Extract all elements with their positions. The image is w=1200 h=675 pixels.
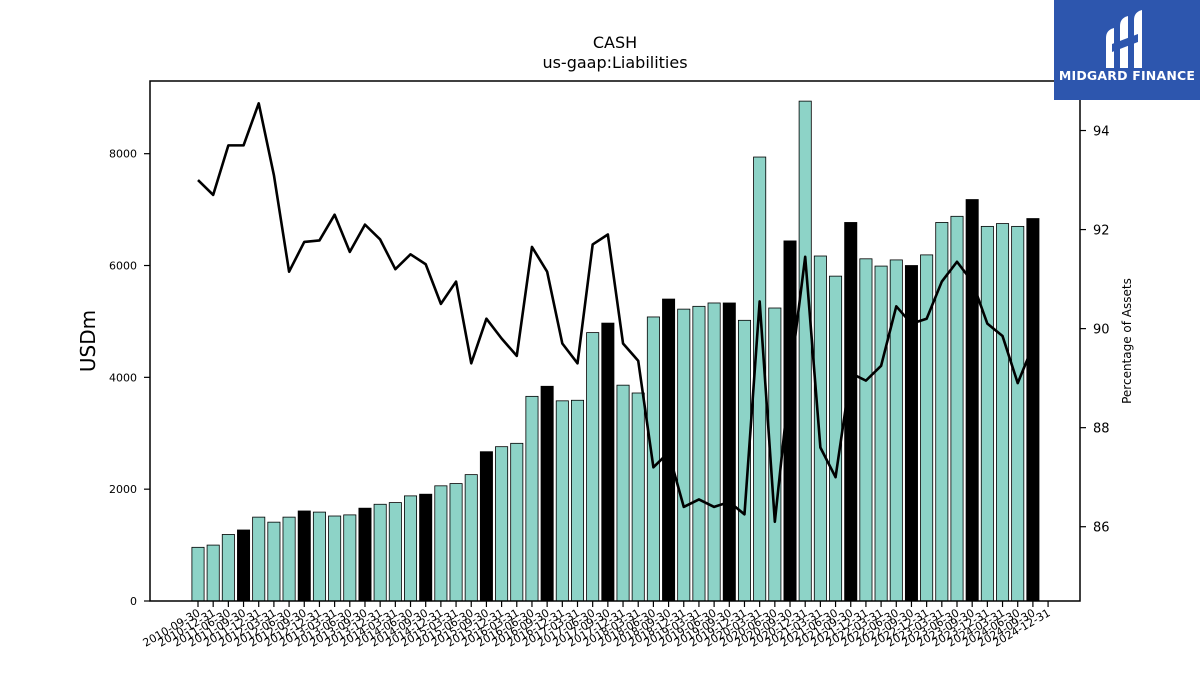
bar (404, 495, 418, 602)
bar (677, 308, 691, 602)
bar (343, 514, 357, 602)
bar (662, 298, 676, 602)
bar (510, 442, 524, 602)
bar (297, 510, 311, 602)
y-tick-label: 2000 (109, 483, 137, 496)
bar (388, 502, 402, 602)
bar (586, 332, 600, 602)
bar (479, 451, 493, 602)
bar (965, 199, 979, 602)
y-tick-label: 8000 (109, 148, 137, 161)
y-right-tick-label: 86 (1093, 521, 1110, 536)
bar (950, 215, 964, 602)
bar (1026, 218, 1040, 602)
bar (571, 399, 585, 602)
bar (904, 265, 918, 602)
bar (859, 258, 873, 602)
bar (692, 305, 706, 602)
bar (798, 100, 812, 602)
bar (980, 225, 994, 602)
y-axis-label: USDm (76, 310, 100, 372)
y-right-tick-label: 94 (1093, 125, 1110, 140)
bar (555, 400, 569, 602)
y-axis-right-label: Percentage of Assets (1120, 278, 1134, 404)
bar (601, 322, 615, 602)
bar (373, 503, 387, 602)
bar (419, 493, 433, 602)
bar (312, 511, 326, 602)
percentage-line (197, 101, 1035, 524)
logo-mark-icon (1106, 10, 1142, 68)
bar (206, 544, 220, 602)
chart-title: CASH (593, 33, 637, 52)
bar (282, 516, 296, 602)
bar (525, 395, 539, 602)
y-tick-label: 0 (130, 595, 137, 608)
y-right-tick-label: 90 (1093, 323, 1110, 338)
x-axis: 2010-09-302010-12-312011-06-302011-09-30… (141, 601, 1053, 650)
bar (631, 392, 645, 602)
bar (252, 516, 266, 602)
bar (707, 302, 721, 602)
logo-text: MIDGARD FINANCE (1058, 68, 1196, 83)
y-tick-label: 4000 (109, 371, 137, 384)
bar (935, 222, 949, 602)
bars-layer (191, 100, 1040, 602)
plot-frame (149, 80, 1081, 602)
line-layer (197, 101, 1035, 524)
bar (267, 521, 281, 602)
bar (844, 222, 858, 602)
brand-logo: MIDGARD FINANCE (1054, 0, 1200, 100)
bar (874, 265, 888, 602)
bar (829, 275, 843, 602)
bar (996, 223, 1010, 602)
chart-subtitle: us-gaap:Liabilities (542, 53, 687, 72)
bar (616, 384, 630, 602)
bar (191, 546, 205, 602)
bar (464, 474, 478, 602)
bar (449, 483, 463, 602)
y-right-tick-label: 88 (1093, 422, 1110, 437)
bar (495, 446, 509, 602)
bar (1011, 225, 1025, 602)
right-axis: 86 88 90 92 94 (1080, 125, 1110, 536)
bar (237, 529, 251, 602)
y-tick-label: 6000 (109, 260, 137, 273)
bar (358, 507, 372, 602)
bar (813, 255, 827, 602)
bar (722, 302, 736, 602)
bar (221, 534, 235, 602)
y-right-tick-label: 92 (1093, 224, 1110, 239)
left-axis: 0 2000 4000 6000 8000 (109, 148, 150, 608)
bar (434, 485, 448, 602)
bar (540, 385, 554, 602)
bar (328, 515, 342, 602)
